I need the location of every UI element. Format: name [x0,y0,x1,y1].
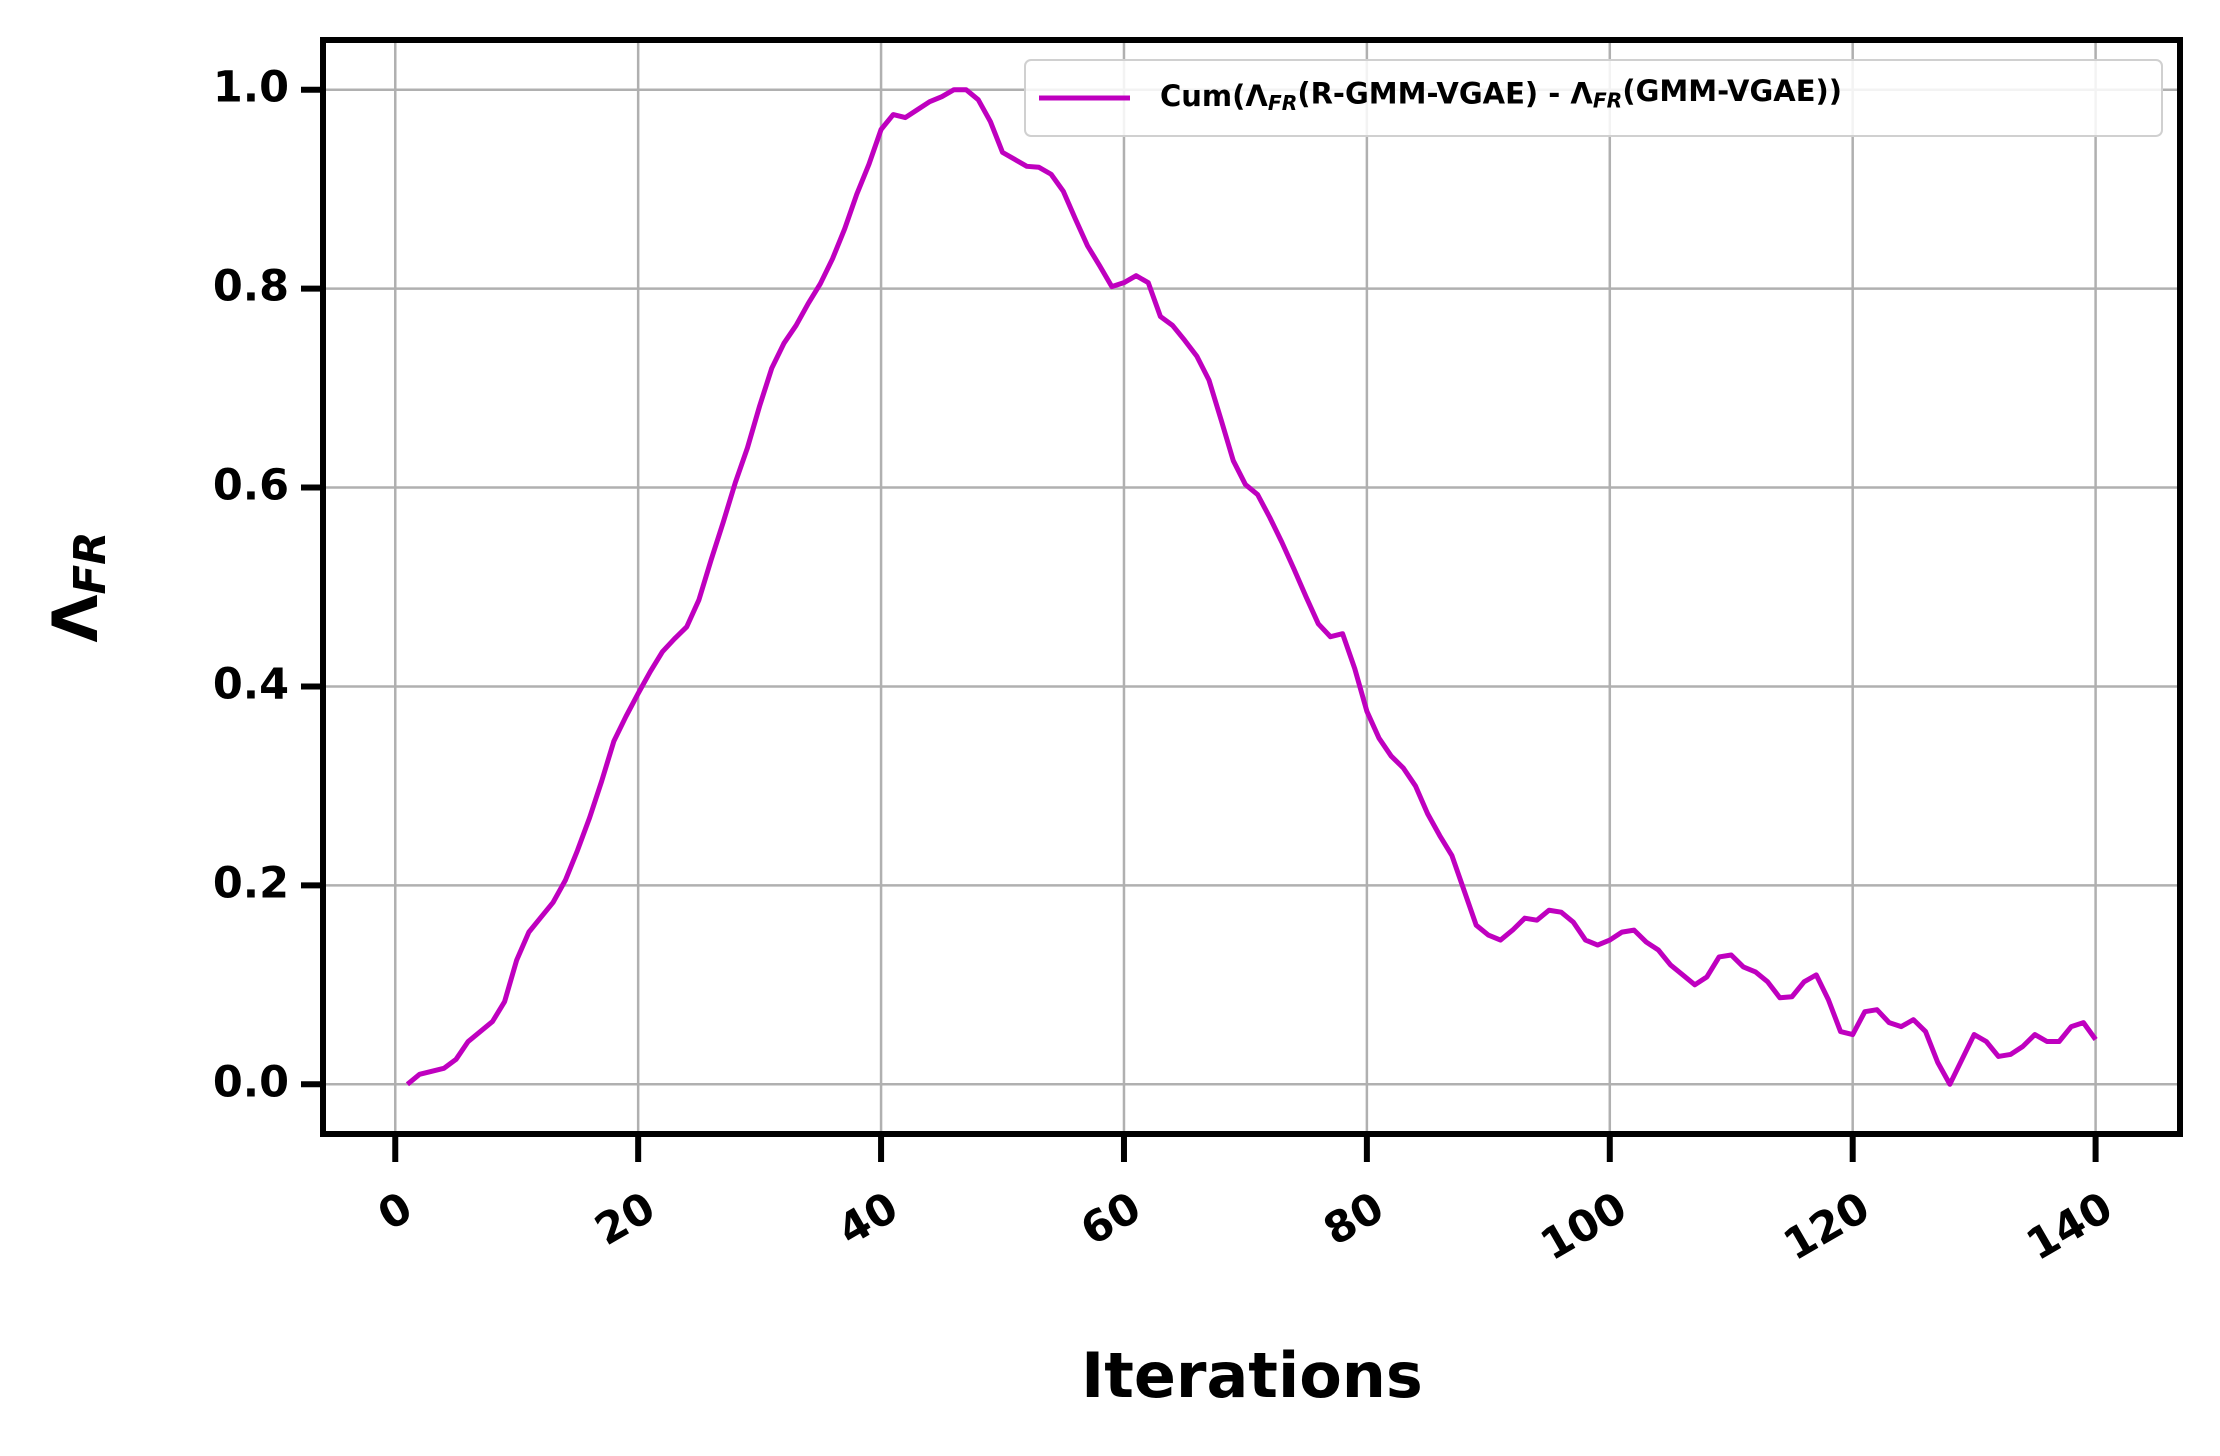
y-tick-label: 0.8 [213,261,289,311]
grid [323,40,2180,1134]
legend: Cum(ΛFR(R-GMM-VGAE) - ΛFR(GMM-VGAE)) [1024,59,2163,137]
y-tick-label: 1.0 [213,62,289,112]
x-tick-label: 140 [2018,1182,2121,1270]
legend-label: Cum(ΛFR(R-GMM-VGAE) - ΛFR(GMM-VGAE)) [1160,74,1842,115]
x-tick-label: 0 [370,1182,421,1240]
axes-frame [320,37,2183,1137]
y-tick-label: 0.6 [213,460,289,510]
x-tick-label: 120 [1775,1182,1878,1270]
y-axis-label: ΛFR [39,531,115,642]
x-tick-label: 20 [587,1182,664,1255]
legend-box [1024,59,2163,137]
y-tick-label: 0.0 [213,1057,289,1107]
data-line [405,87,2098,1087]
x-tick-label: 40 [829,1182,906,1255]
plot-lines [405,87,2098,1087]
x-tick-label: 80 [1315,1182,1392,1255]
y-tick-label: 0.2 [213,858,289,908]
y-tick-label: 0.4 [213,659,289,709]
x-tick-label: 60 [1072,1182,1149,1255]
x-tick-label: 100 [1532,1182,1635,1270]
x-axis-label: Iterations [1081,1339,1423,1412]
